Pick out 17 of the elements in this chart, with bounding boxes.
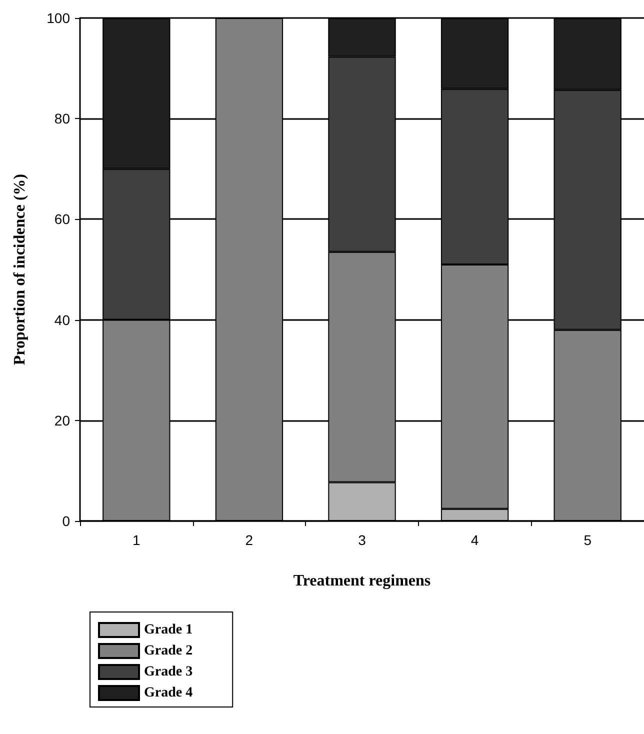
x-tick-label: 1 xyxy=(132,532,140,548)
x-tick-label: 3 xyxy=(358,532,366,548)
y-axis-title: Proportion of incidence (%) xyxy=(12,174,28,366)
legend-label: Grade 4 xyxy=(144,686,193,700)
y-tick-label: 0 xyxy=(62,513,70,529)
x-tick-label: 5 xyxy=(584,532,592,548)
x-tick-label: 2 xyxy=(245,532,254,548)
legend-label: Grade 3 xyxy=(144,664,193,680)
y-tick-label: 60 xyxy=(54,211,70,228)
y-tick-label: 40 xyxy=(54,312,70,328)
legend-label: Grade 2 xyxy=(144,644,193,658)
y-tick-label: 20 xyxy=(54,412,70,428)
x-axis-title: Treatment regimens xyxy=(293,572,431,590)
legend-label: Grade 1 xyxy=(144,622,193,638)
y-tick-label: 80 xyxy=(54,110,70,127)
y-tick-label: 100 xyxy=(46,10,70,26)
x-tick-label: 4 xyxy=(470,532,479,548)
